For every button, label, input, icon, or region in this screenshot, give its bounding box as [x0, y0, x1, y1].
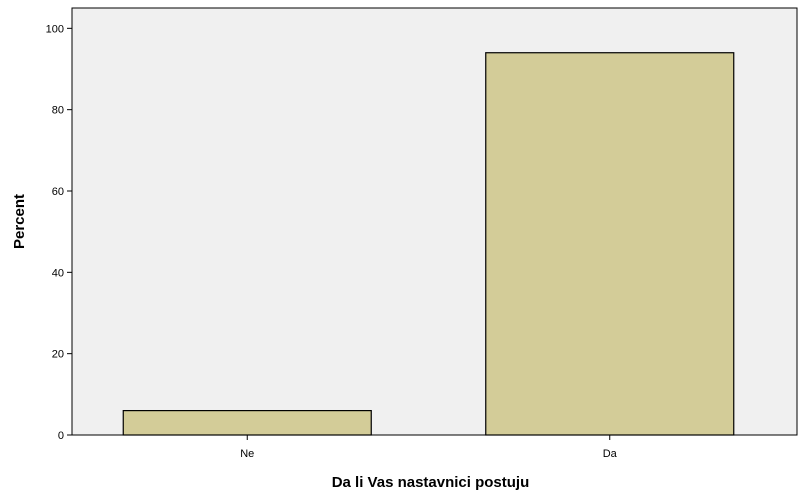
y-tick-label: 60 [52, 186, 64, 198]
y-tick-label: 40 [52, 267, 64, 279]
bars [122, 52, 735, 436]
y-axis-ticks: 0 20 40 60 80 100 [46, 23, 72, 442]
y-tick-label: 0 [58, 430, 64, 442]
bar-da [485, 52, 735, 436]
x-axis-title: Da li Vas nastavnici postuju [332, 474, 530, 491]
y-tick-label: 80 [52, 105, 64, 117]
x-tick-label-da: Da [603, 448, 618, 460]
y-tick-label: 20 [52, 349, 64, 361]
y-axis-title: Percent [11, 194, 28, 249]
x-tick-label-ne: Ne [240, 448, 254, 460]
bar-ne [122, 410, 372, 436]
y-tick-label: 100 [46, 23, 64, 35]
x-axis-ticks: Ne Da [240, 435, 618, 460]
